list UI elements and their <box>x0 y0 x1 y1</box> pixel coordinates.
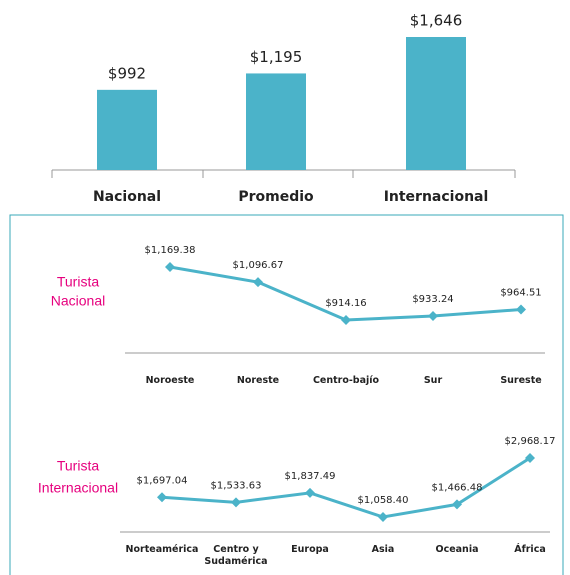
value-label: $1,058.40 <box>358 495 409 506</box>
marker <box>525 453 535 463</box>
line <box>169 265 522 322</box>
x-tick-label: Centro y Sudamérica <box>204 544 268 567</box>
x-tick-label: Europa <box>291 544 329 555</box>
value-label: $992 <box>108 64 146 82</box>
series-label: Nacional <box>51 293 105 309</box>
series-label: Turista <box>57 274 99 290</box>
marker <box>452 499 462 510</box>
value-label: $1,697.04 <box>137 475 188 486</box>
marker <box>516 304 526 315</box>
value-label: $2,968.17 <box>505 436 556 447</box>
x-tick-label: Asia <box>371 544 395 555</box>
marker <box>341 315 351 325</box>
bar <box>406 37 466 170</box>
x-tick-label: Centro-bajío <box>312 375 380 386</box>
marker <box>428 311 438 322</box>
x-tick-label: Sur <box>423 375 443 386</box>
value-label: $933.24 <box>412 294 453 305</box>
value-label: $1,646 <box>410 12 463 30</box>
series-label: Internacional <box>38 480 118 496</box>
marker <box>253 277 263 288</box>
x-tick-label: África <box>514 544 546 555</box>
value-label: $964.51 <box>500 288 541 299</box>
x-tick-label: Noroeste <box>145 375 195 386</box>
value-label: $1,533.63 <box>211 480 262 491</box>
value-label: $1,466.48 <box>432 482 483 493</box>
bar <box>97 89 157 170</box>
value-label: $1,837.49 <box>285 471 336 482</box>
marker <box>157 492 167 503</box>
marker <box>165 262 175 272</box>
x-tick-label: Promedio <box>238 189 314 205</box>
value-label: $1,195 <box>250 48 303 66</box>
x-tick-label: Norteamérica <box>125 544 199 555</box>
line <box>161 456 531 519</box>
marker <box>231 497 241 508</box>
value-label: $1,169.38 <box>145 245 196 256</box>
x-tick-label: Internacional <box>384 189 489 205</box>
x-tick-label: Oceania <box>435 544 479 555</box>
x-tick-label: Sureste <box>500 375 542 386</box>
marker <box>378 512 388 522</box>
value-label: $914.16 <box>325 298 366 309</box>
x-tick-label: Noreste <box>236 375 280 386</box>
marker <box>305 487 315 498</box>
series-label: Turista <box>57 458 99 474</box>
bar <box>246 73 306 170</box>
panel-border <box>9 214 564 575</box>
value-label: $1,096.67 <box>233 260 284 271</box>
x-tick-label: Nacional <box>93 189 161 205</box>
